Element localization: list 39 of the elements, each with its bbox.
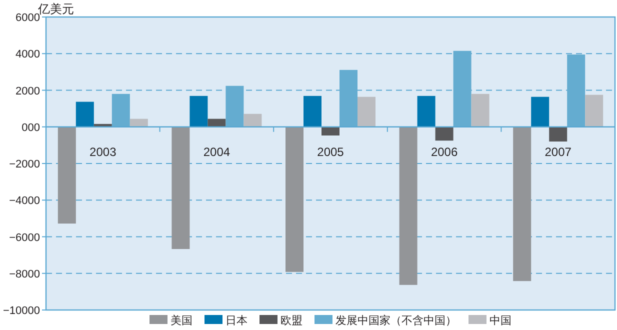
x-tick-label: 2006 <box>430 144 458 159</box>
bar <box>322 126 340 136</box>
y-tick-label: 000 <box>22 122 40 134</box>
bar <box>130 118 148 127</box>
bar <box>304 96 322 127</box>
bar <box>190 96 208 127</box>
y-tick-label: −2000 <box>9 158 40 170</box>
bar <box>399 126 418 285</box>
bar <box>208 118 226 127</box>
legend-label: 中国 <box>490 314 512 327</box>
x-tick-label: 2007 <box>544 144 572 159</box>
y-tick-label: −8000 <box>9 268 40 280</box>
bar <box>172 126 190 250</box>
y-tick-label: −6000 <box>9 232 40 244</box>
y-tick-label: 4000 <box>16 48 40 61</box>
bar <box>585 94 604 127</box>
legend-label: 日本 <box>226 314 248 327</box>
bar <box>76 102 94 127</box>
bar <box>435 126 454 141</box>
y-tick-label: −4000 <box>9 195 40 208</box>
bar <box>417 96 436 127</box>
y-tick-label: 2000 <box>16 85 40 98</box>
bar <box>58 126 76 224</box>
bar <box>358 96 376 127</box>
bar <box>513 126 532 282</box>
legend-label: 发展中国家（不含中国） <box>336 314 456 327</box>
bar <box>549 126 568 142</box>
x-tick-label: 2004 <box>203 144 230 159</box>
bar <box>286 126 304 272</box>
x-tick-label: 2005 <box>317 144 344 159</box>
legend-label: 美国 <box>170 314 192 327</box>
legend-label: 欧盟 <box>280 315 302 327</box>
bar <box>531 96 550 127</box>
y-tick-label: 6000 <box>16 12 40 24</box>
y-tick-label: −10000 <box>2 305 40 317</box>
bar <box>471 94 490 127</box>
y-axis-title: 亿美元 <box>37 2 74 16</box>
bar <box>244 114 262 127</box>
x-tick-label: 2003 <box>90 144 117 159</box>
